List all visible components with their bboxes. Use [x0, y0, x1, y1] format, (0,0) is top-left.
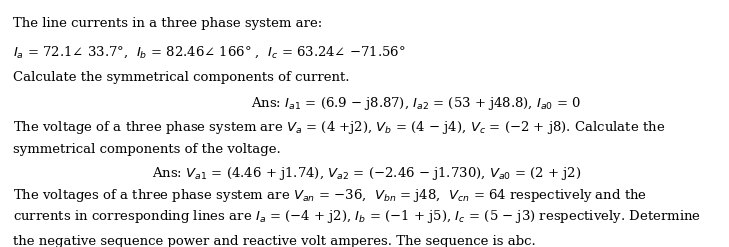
Text: currents in corresponding lines are $I_a$ = (−4 + j2), $I_b$ = (−1 + j5), $I_c$ : currents in corresponding lines are $I_a…	[13, 208, 701, 226]
Text: Ans: $V_{a1}$ = (4.46 + j1.74), $V_{a2}$ = (−2.46 − j1.730), $V_{a0}$ = (2 + j2): Ans: $V_{a1}$ = (4.46 + j1.74), $V_{a2}$…	[152, 165, 582, 182]
Text: Calculate the symmetrical components of current.: Calculate the symmetrical components of …	[13, 71, 350, 84]
Text: symmetrical components of the voltage.: symmetrical components of the voltage.	[13, 143, 281, 156]
Text: The line currents in a three phase system are:: The line currents in a three phase syste…	[13, 17, 322, 30]
Text: Ans: $I_{a1}$ = (6.9 − j8.87), $I_{a2}$ = (53 + j48.8), $I_{a0}$ = 0: Ans: $I_{a1}$ = (6.9 − j8.87), $I_{a2}$ …	[252, 95, 582, 112]
Text: The voltages of a three phase system are $V_{an}$ = −36,  $V_{bn}$ = j48,  $V_{c: The voltages of a three phase system are…	[13, 187, 647, 204]
Text: the negative sequence power and reactive volt amperes. The sequence is abc.: the negative sequence power and reactive…	[13, 235, 536, 247]
Text: The voltage of a three phase system are $V_a$ = (4 +j2), $V_b$ = (4 − j4), $V_c$: The voltage of a three phase system are …	[13, 119, 666, 136]
Text: $I_a$ = 72.1∠ 33.7°,  $I_b$ = 82.46∠ 166° ,  $I_c$ = 63.24∠ −71.56°: $I_a$ = 72.1∠ 33.7°, $I_b$ = 82.46∠ 166°…	[13, 45, 406, 61]
